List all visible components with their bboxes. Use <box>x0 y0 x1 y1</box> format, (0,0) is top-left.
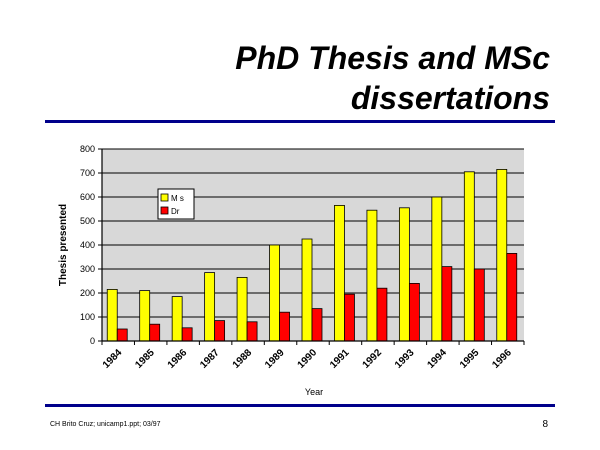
bar-ms-1985 <box>139 290 151 342</box>
slide-title-line-2: dissertations <box>350 80 550 116</box>
bar-ms-1984 <box>106 288 118 342</box>
y-tick-label: 800 <box>80 144 95 154</box>
bar-dr-1984 <box>116 328 128 342</box>
y-tick-label: 100 <box>80 312 95 322</box>
bar-dr-1985 <box>149 323 161 342</box>
bar-dr-1990 <box>311 308 323 342</box>
x-tick-label: 1984 <box>101 347 125 371</box>
x-tick-label: 1988 <box>231 347 255 371</box>
x-tick-label: 1990 <box>296 347 320 371</box>
bar-ms-1987 <box>204 272 216 342</box>
bar-ms-1995 <box>463 171 475 342</box>
x-tick-label: 1995 <box>458 347 482 371</box>
legend-label-dr: Dr <box>171 207 180 216</box>
x-axis-label: Year <box>305 387 323 397</box>
slide-title-line-1: PhD Thesis and MSc <box>235 40 550 76</box>
x-tick-label: 1993 <box>393 347 417 371</box>
y-tick-label: 0 <box>90 336 95 346</box>
x-tick-label: 1985 <box>133 347 157 371</box>
footer-source: CH Brito Cruz; unicamp1.ppt; 03/97 <box>50 421 161 428</box>
bars <box>106 168 518 342</box>
bar-ms-1989 <box>269 244 280 342</box>
title-divider <box>45 120 555 123</box>
bar-dr-1996 <box>506 252 518 342</box>
y-tick-label: 700 <box>80 168 95 178</box>
y-axis-ticks: 0 100 200 300 400 500 600 700 800 <box>80 144 102 346</box>
page-number: 8 <box>542 419 548 430</box>
bar-dr-1986 <box>181 327 193 342</box>
x-tick-label: 1991 <box>328 347 352 371</box>
bar-dr-1989 <box>279 311 290 342</box>
legend-swatch-ms <box>160 193 169 202</box>
x-tick-label: 1986 <box>166 347 190 371</box>
bar-dr-1992 <box>376 287 388 342</box>
legend-swatch-dr <box>160 206 169 215</box>
x-axis-ticks: 1984 1985 1986 1987 1988 1989 1990 1991 1992 1993… <box>101 341 525 371</box>
bar-dr-1993 <box>408 282 420 342</box>
bar-dr-1987 <box>214 320 226 342</box>
slide-title: PhD Thesis and MSc dissertations <box>130 38 550 118</box>
y-axis-label: Thesis presented <box>58 204 69 286</box>
x-tick-label: 1992 <box>361 347 385 371</box>
bar-dr-1994 <box>441 266 453 342</box>
y-tick-label: 500 <box>80 216 95 226</box>
bar-dr-1988 <box>246 321 258 342</box>
bar-ms-1994 <box>431 196 443 342</box>
legend: M s Dr <box>157 188 195 220</box>
footer-divider <box>45 404 555 407</box>
x-tick-label: 1994 <box>425 347 449 371</box>
bar-ms-1990 <box>301 238 313 342</box>
legend-label-ms: M s <box>171 194 184 203</box>
bar-ms-1996 <box>496 168 508 342</box>
x-tick-label: 1996 <box>490 347 514 371</box>
bar-ms-1993 <box>398 207 410 342</box>
bar-ms-1991 <box>334 204 345 342</box>
bar-ms-1986 <box>171 296 183 342</box>
bar-ms-1992 <box>366 209 378 342</box>
y-tick-label: 400 <box>80 240 95 250</box>
y-tick-label: 200 <box>80 288 95 298</box>
bar-dr-1991 <box>344 293 355 342</box>
x-tick-label: 1989 <box>263 347 287 371</box>
bar-ms-1988 <box>236 276 248 342</box>
y-tick-label: 600 <box>80 192 95 202</box>
y-tick-label: 300 <box>80 264 95 274</box>
x-tick-label: 1987 <box>198 347 222 371</box>
bar-dr-1995 <box>473 268 485 342</box>
